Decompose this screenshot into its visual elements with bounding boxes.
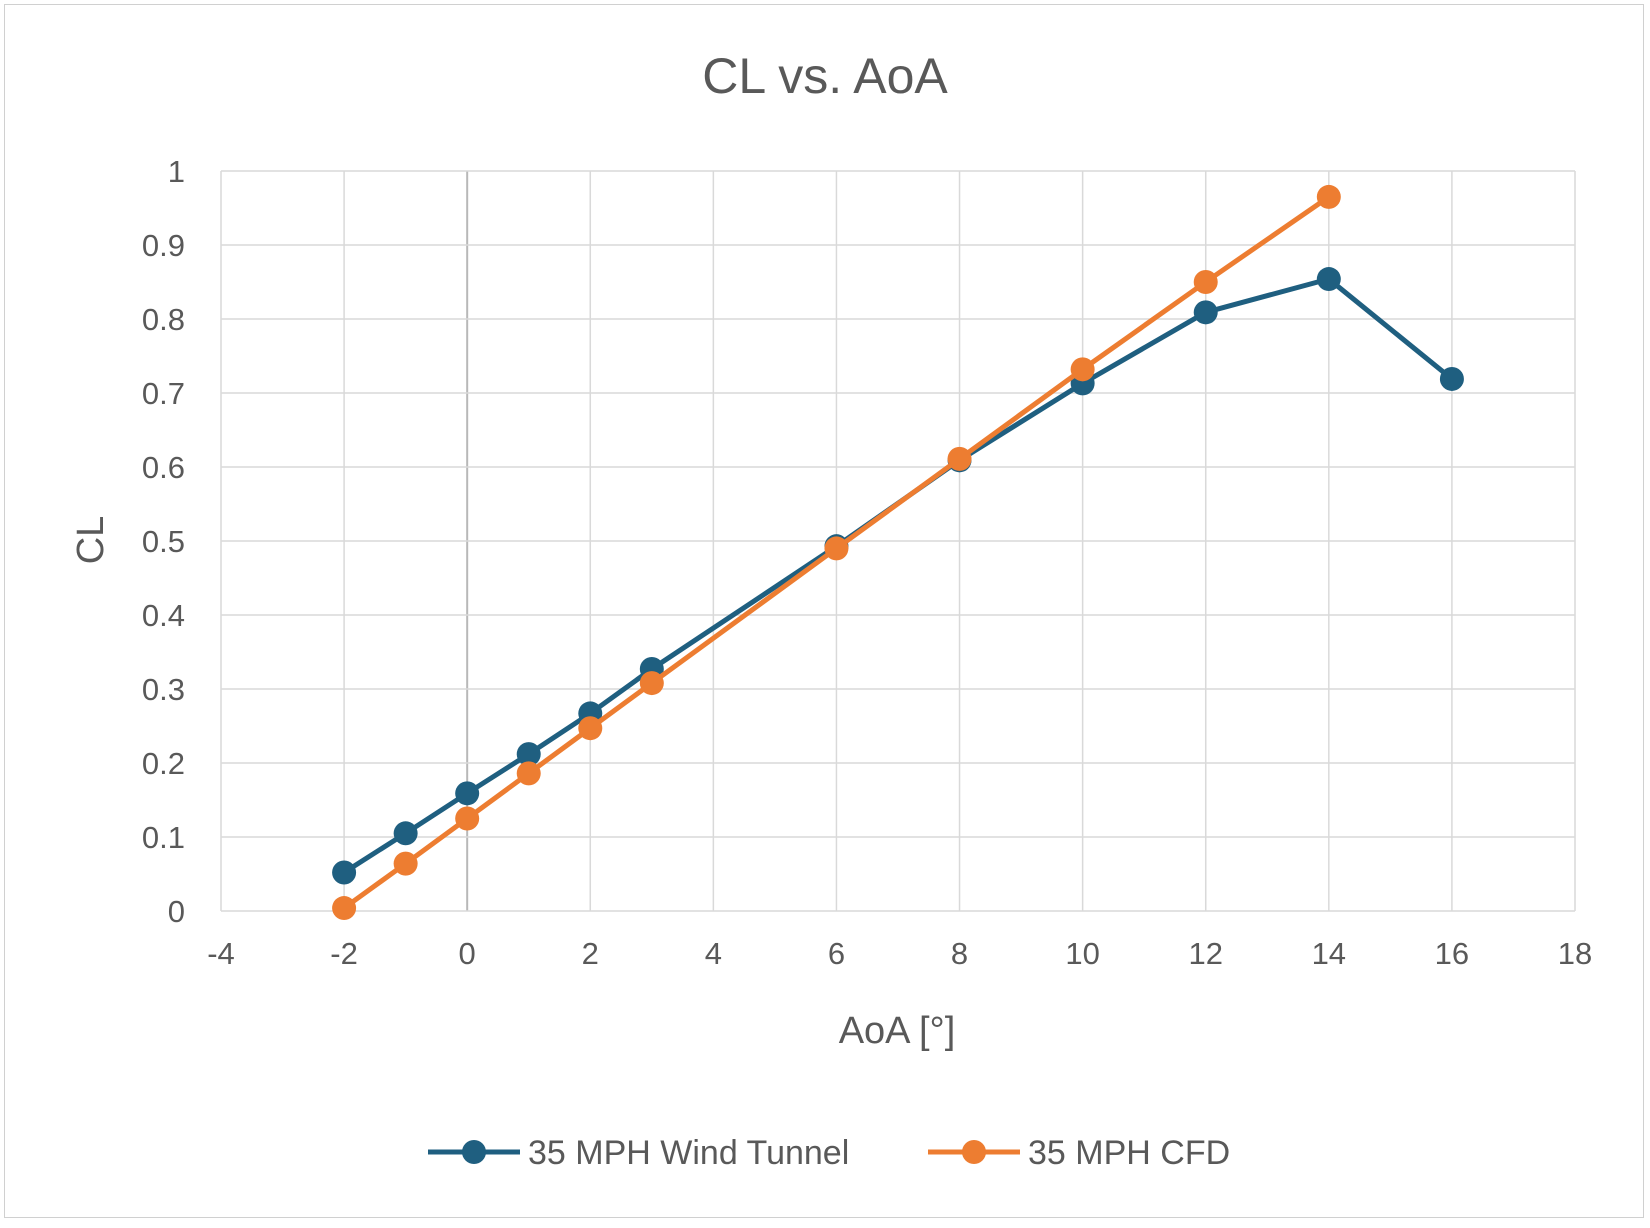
legend-label-cfd: 35 MPH CFD [1028,1134,1230,1172]
data-point-cfd [1316,184,1341,209]
data-point-wind-tunnel [393,821,418,846]
x-tick-label: 10 [1065,936,1099,971]
y-axis-title: CL [70,516,112,565]
data-point-wind-tunnel [455,781,480,806]
data-point-cfd [516,761,541,786]
data-point-cfd [393,851,418,876]
y-tick-label: 0.8 [142,302,185,337]
legend-item-wind-tunnel: 35 MPH Wind Tunnel [428,1134,849,1172]
data-point-cfd [332,896,357,921]
series-cfd [332,184,1341,921]
x-tick-label: 8 [951,936,968,971]
legend-marker-wind-tunnel [462,1140,486,1164]
x-tick-label: 2 [582,936,599,971]
tick-labels: -4 -2 0 2 4 6 8 10 12 14 16 18 0 0.1 0.2 0.3 0.4 0.5 0.6 0.… [142,154,1592,971]
series-line-wind-tunnel [341,276,1455,875]
legend: 35 MPH Wind Tunnel 35 MPH CFD [428,1134,1230,1172]
data-point-wind-tunnel [516,742,541,767]
legend-item-cfd: 35 MPH CFD [928,1134,1230,1172]
data-point-cfd [639,671,664,696]
x-tick-label: 12 [1188,936,1222,971]
y-tick-label: 0.9 [142,228,185,263]
y-tick-label: 0.1 [142,820,185,855]
data-point-wind-tunnel [1316,267,1341,292]
series-layer [332,184,1464,921]
legend-label-wind-tunnel: 35 MPH Wind Tunnel [528,1134,849,1172]
x-tick-label: -2 [330,936,358,971]
y-tick-label: 0 [168,894,185,929]
x-tick-label: 16 [1435,936,1469,971]
x-tick-label: 18 [1558,936,1592,971]
x-tick-label: 4 [705,936,722,971]
x-axis-title: AoA [°] [839,1010,956,1052]
y-tick-label: 0.5 [142,524,185,559]
data-point-cfd [578,716,603,741]
x-tick-label: 0 [459,936,476,971]
y-tick-label: 0.7 [142,376,185,411]
y-tick-label: 0.2 [142,746,185,781]
legend-marker-cfd [962,1140,986,1164]
data-point-wind-tunnel [1193,300,1218,325]
data-point-cfd [947,446,972,471]
x-tick-label: -4 [207,936,235,971]
grid-layer [220,170,1576,912]
chart-frame [4,4,1644,1218]
y-tick-label: 0.3 [142,672,185,707]
data-point-cfd [1070,357,1095,382]
chart-title: CL vs. AoA [702,48,948,104]
y-tick-label: 0.6 [142,450,185,485]
data-point-cfd [455,806,480,831]
x-tick-label: 14 [1312,936,1346,971]
data-point-cfd [824,536,849,561]
data-point-wind-tunnel [332,860,357,885]
data-point-wind-tunnel [1439,366,1464,391]
y-tick-label: 0.4 [142,598,185,633]
x-tick-label: 6 [828,936,845,971]
y-tick-label: 1 [168,154,185,189]
data-point-cfd [1193,270,1218,294]
